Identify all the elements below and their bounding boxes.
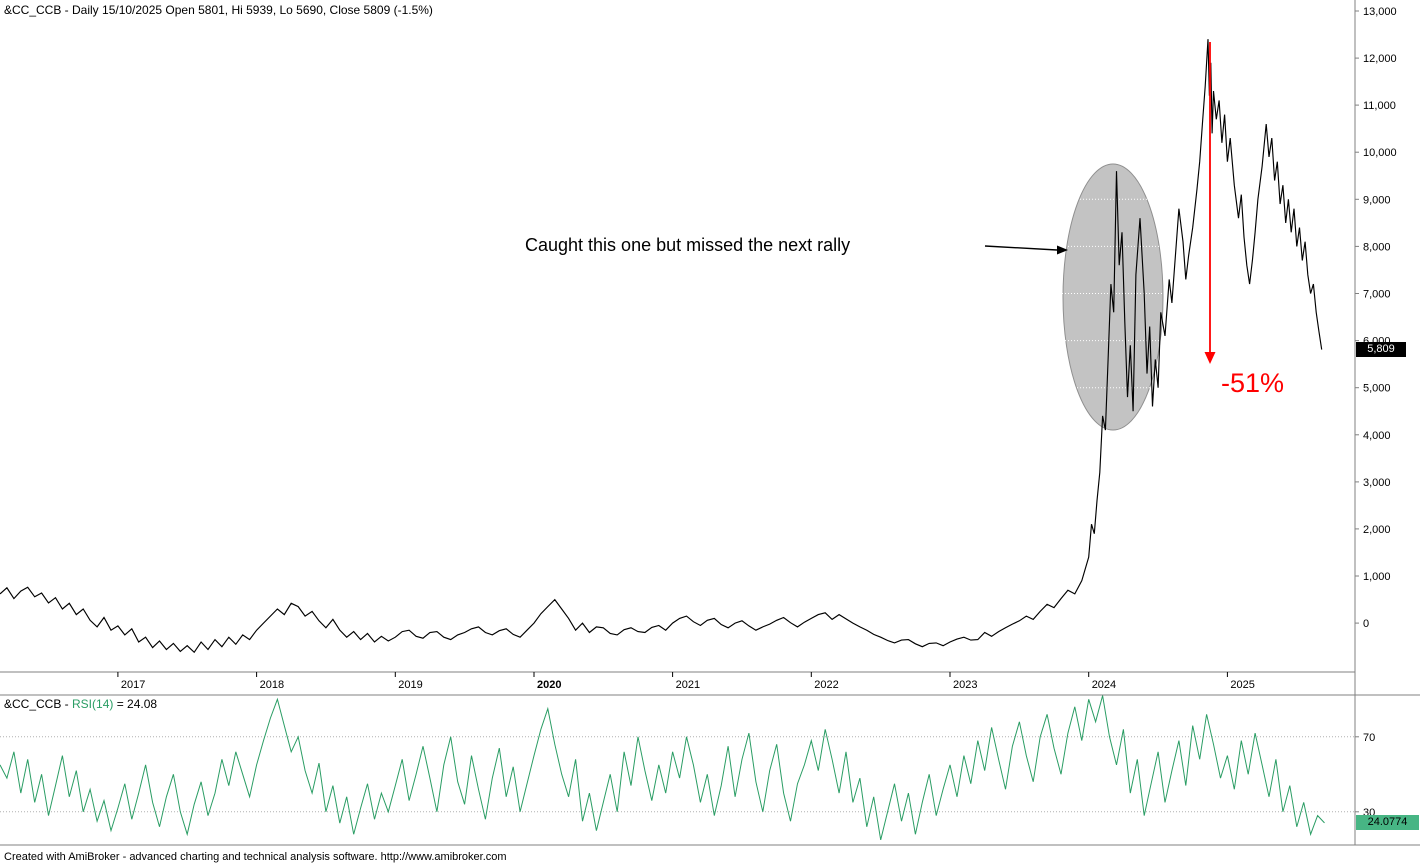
price-axis-label: 1,000 [1363, 571, 1391, 583]
rsi-title-value: = 24.08 [113, 697, 158, 711]
rsi-title-indicator: RSI(14) [72, 697, 114, 711]
rsi-pane-title: &CC_CCB - RSI(14) = 24.08 [4, 697, 157, 711]
x-axis-year-label: 2020 [537, 679, 561, 691]
rsi-line-series [0, 695, 1325, 841]
price-axis-label: 7,000 [1363, 289, 1391, 301]
rsi-axis-label: 70 [1363, 732, 1375, 744]
x-axis-year-label: 2017 [121, 679, 145, 691]
rsi-title-symbol: &CC_CCB - [4, 697, 73, 711]
price-axis-label: 10,000 [1363, 147, 1397, 159]
price-axis-label: 12,000 [1363, 53, 1397, 65]
last-price-tag: 5,809 [1356, 342, 1406, 358]
highlight-ellipse-annotation [1062, 163, 1164, 431]
x-axis-year-label: 2019 [398, 679, 422, 691]
footer-credit-text: Created with AmiBroker - advanced charti… [4, 851, 507, 863]
note-arrowhead [1057, 245, 1068, 255]
x-axis-year-label: 2022 [814, 679, 838, 691]
x-axis-year-label: 2024 [1092, 679, 1116, 691]
rsi-value-tag: 24.0774 [1356, 815, 1419, 831]
price-axis-label: 8,000 [1363, 241, 1391, 253]
price-axis-label: 13,000 [1363, 6, 1397, 18]
x-axis-year-label: 2025 [1230, 679, 1254, 691]
decline-arrowhead [1204, 352, 1216, 364]
price-pane-title: &CC_CCB - Daily 15/10/2025 Open 5801, Hi… [4, 3, 433, 17]
price-axis-label: 4,000 [1363, 430, 1391, 442]
price-axis-label: 3,000 [1363, 477, 1391, 489]
decline-percent-label: -51% [1221, 368, 1285, 398]
price-axis-label: 2,000 [1363, 524, 1391, 536]
note-arrow [984, 245, 1058, 251]
price-axis-label: 5,000 [1363, 383, 1391, 395]
x-axis-year-label: 2018 [260, 679, 284, 691]
price-axis-label: 0 [1363, 618, 1369, 630]
price-axis-label: 9,000 [1363, 194, 1391, 206]
note-annotation-text: Caught this one but missed the next rall… [525, 235, 851, 255]
x-axis-year-label: 2021 [676, 679, 700, 691]
price-axis-label: 11,000 [1363, 100, 1396, 112]
x-axis-year-label: 2023 [953, 679, 977, 691]
